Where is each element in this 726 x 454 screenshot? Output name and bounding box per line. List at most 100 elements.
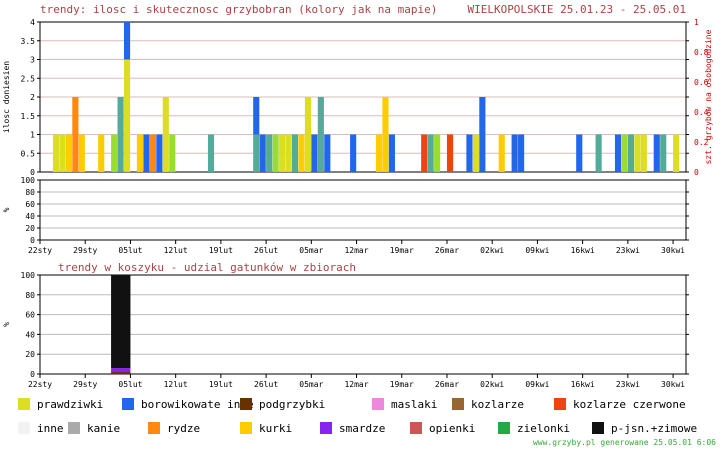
- region-date-range: WIELKOPOLSKIE 25.01.23 - 25.05.01: [467, 3, 686, 16]
- footer-credit: www.grzyby.pl generowane 25.05.01 6:06: [533, 438, 716, 447]
- x-tick-label: 30kwi: [661, 246, 685, 255]
- bar-segment-borowikowate_inne: [479, 97, 486, 135]
- bar-segment-podgrzybki: [111, 372, 131, 374]
- legend-label-inne: inne: [37, 422, 64, 435]
- y-tick-label: 1: [30, 131, 35, 140]
- x-tick-label: 02kwi: [480, 380, 504, 389]
- bar-segment-teal: [117, 134, 124, 172]
- y-axis-label: %: [2, 322, 11, 327]
- bar-segment-borowikowate_inne: [614, 134, 622, 172]
- y-tick-label: 3.5: [21, 37, 36, 46]
- bar-segment-prawdziwki: [285, 134, 292, 172]
- y-tick-label: 0: [30, 370, 35, 379]
- x-tick-label: 09kwi: [525, 246, 549, 255]
- x-tick-label: 12lut: [164, 380, 188, 389]
- x-tick-label: 16kwi: [571, 246, 595, 255]
- bar-segment-kozlarze_czerwone: [446, 134, 454, 172]
- legend: prawdziwki borowikowate inne podgrzybki mas…: [18, 398, 697, 435]
- legend-swatch-smardze: [320, 422, 332, 434]
- x-tick-label: 09kwi: [525, 380, 549, 389]
- bottom-chart: 0 20 40 60 80 100% 22sty 29sty 05lut 12lut 19lut 26…: [2, 271, 689, 389]
- x-tick-label: 22sty: [28, 380, 52, 389]
- y2-tick-label: 1: [694, 18, 699, 27]
- bar-segment-prawdziwki: [162, 134, 169, 172]
- y-tick-label: 40: [25, 330, 35, 339]
- x-tick-label: 12mar: [344, 246, 368, 255]
- bar-segment-teal: [317, 97, 324, 135]
- y-tick-label: 20: [25, 350, 35, 359]
- plot-frame: [39, 179, 687, 241]
- bar-segment-borowikowate_inne: [123, 22, 131, 60]
- legend-swatch-kozlarze_czerwone: [554, 398, 566, 410]
- bar-segment-teal: [595, 134, 602, 172]
- legend-swatch-podgrzybki: [240, 398, 252, 410]
- y-tick-label: 2.5: [21, 74, 36, 83]
- legend-label-kurki: kurki: [259, 422, 292, 435]
- y-tick-label: 80: [25, 188, 35, 197]
- x-tick-label: 26mar: [435, 246, 459, 255]
- bar-segment-kurki: [382, 97, 389, 135]
- bar-segment-smardze: [111, 368, 131, 373]
- y2-tick-label: 0.2: [694, 138, 709, 147]
- bar-segment-teal: [291, 134, 299, 172]
- bar-segment-prawdziwki: [123, 134, 131, 172]
- bar-segment-prawdziwki: [304, 134, 311, 172]
- bar-segment-prawdziwki: [123, 97, 131, 135]
- y2-tick-label: 0.8: [694, 48, 709, 57]
- legend-label-kanie: kanie: [87, 422, 120, 435]
- bar-segment-kurki: [298, 134, 305, 172]
- y-tick-label: 4: [30, 18, 35, 27]
- bar-segment-teal: [253, 134, 260, 172]
- bar-segment-kurki: [498, 134, 505, 172]
- bar-segment-kurki: [78, 134, 85, 172]
- legend-label-podgrzybki: podgrzybki: [259, 398, 325, 411]
- bar-segment-zielonki: [272, 134, 279, 172]
- x-tick-label: 26lut: [254, 380, 278, 389]
- bar-segment-zielonki: [111, 134, 118, 172]
- basket-trend-title: trendy w koszyku - udzial gatunków w zbi…: [58, 261, 356, 274]
- bar-segment-borowikowate_inne: [311, 134, 318, 172]
- legend-label-maslaki: maslaki: [391, 398, 437, 411]
- y-tick-label: 0.5: [21, 149, 36, 158]
- bar-segment-borowikowate_inne: [576, 134, 583, 172]
- x-tick-label: 19mar: [390, 380, 414, 389]
- bar-segment-kurki: [136, 134, 144, 172]
- bar-segment-borowikowate_inne: [350, 134, 357, 172]
- bar-segment-rydze: [72, 97, 79, 135]
- legend-swatch-borowikowate_inne: [122, 398, 134, 410]
- y-tick-label: 0: [30, 168, 35, 177]
- bar-segment-teal: [427, 134, 434, 172]
- legend-swatch-zielonki: [498, 422, 510, 434]
- chart-title: trendy: ilosc i skutecznosc grzybobran (…: [40, 3, 437, 16]
- legend-swatch-p-jsn.+zimowe: [592, 422, 604, 434]
- legend-swatch-maslaki: [372, 398, 384, 410]
- y-tick-label: 60: [25, 311, 35, 320]
- legend-label-kozlarze_czerwone: kozlarze czerwone: [573, 398, 686, 411]
- bar-segment-borowikowate_inne: [156, 134, 163, 172]
- bar-segment-prawdziwki: [279, 134, 286, 172]
- x-tick-label: 16kwi: [571, 380, 595, 389]
- x-tick-label: 26lut: [254, 246, 278, 255]
- bar-segment-borowikowate_inne: [253, 97, 260, 135]
- plot-frame: [39, 21, 687, 173]
- y-tick-label: 0: [30, 236, 35, 245]
- y2-tick-label: 0: [694, 168, 699, 177]
- x-tick-label: 22sty: [28, 246, 52, 255]
- bar-segment-teal: [660, 134, 667, 172]
- bar-segment-rydze: [72, 134, 79, 172]
- y-tick-label: 3: [30, 56, 35, 65]
- bar-segment-kurki: [65, 134, 72, 172]
- legend-label-zielonki: zielonki: [517, 422, 570, 435]
- y-tick-label: 100: [21, 271, 36, 280]
- bar-segment-teal: [627, 134, 634, 172]
- legend-label-opienki: opienki: [429, 422, 475, 435]
- bar-segment-zielonki: [621, 134, 628, 172]
- bar-segment-borowikowate_inne: [259, 134, 266, 172]
- bar-segment-prawdziwki: [52, 134, 60, 172]
- y-tick-label: 20: [25, 224, 35, 233]
- bar-segment-prawdziwki: [123, 59, 131, 97]
- legend-swatch-kurki: [240, 422, 252, 434]
- y-tick-label: 1.5: [21, 112, 36, 121]
- legend-label-prawdziwki: prawdziwki: [37, 398, 103, 411]
